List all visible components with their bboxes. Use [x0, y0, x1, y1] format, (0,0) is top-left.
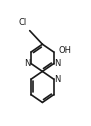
Text: Cl: Cl [19, 18, 27, 27]
Text: N: N [54, 75, 61, 84]
Text: OH: OH [59, 46, 72, 55]
Text: N: N [54, 59, 61, 68]
Text: N: N [24, 59, 30, 68]
